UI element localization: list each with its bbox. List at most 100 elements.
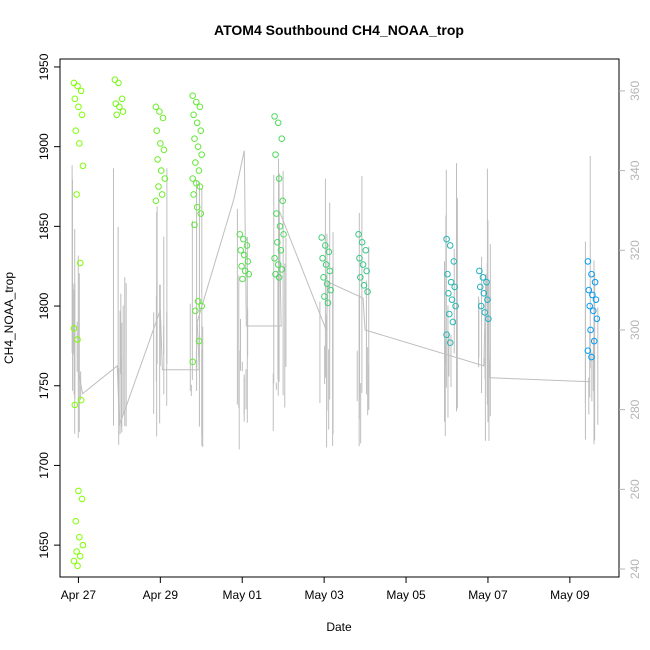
- data-point: [198, 151, 205, 158]
- data-point: [70, 557, 78, 565]
- data-point: [278, 266, 286, 273]
- data-point: [77, 87, 85, 95]
- data-point: [444, 270, 451, 278]
- data-point: [279, 197, 286, 205]
- right-y-tick-label: 280: [628, 399, 642, 419]
- data-point: [588, 270, 595, 278]
- x-tick-label: May 03: [304, 588, 344, 602]
- data-point: [119, 108, 127, 115]
- data-point: [240, 251, 248, 259]
- data-point: [481, 309, 489, 316]
- data-point: [158, 191, 166, 198]
- data-point: [363, 267, 370, 275]
- data-point: [476, 267, 483, 275]
- data-point: [359, 261, 367, 268]
- data-point: [196, 183, 204, 190]
- data-point: [593, 315, 601, 323]
- y-axis-label: CH4_NOAA_trop: [2, 272, 16, 364]
- data-point: [274, 261, 282, 268]
- data-point: [113, 111, 120, 119]
- data-point: [159, 114, 167, 122]
- secondary-line-layer: [71, 150, 599, 450]
- plot-frame: [59, 58, 620, 578]
- data-point: [355, 231, 362, 238]
- y-tick-label: 1650: [37, 531, 51, 558]
- data-point: [71, 95, 79, 103]
- data-point: [189, 92, 196, 99]
- data-point: [153, 127, 161, 135]
- data-point: [74, 562, 81, 570]
- data-point: [590, 337, 598, 345]
- secondary-series-line: [77, 150, 591, 426]
- data-point: [278, 135, 286, 142]
- data-point: [322, 261, 330, 268]
- data-point: [484, 296, 491, 303]
- data-point: [445, 310, 453, 318]
- data-point: [273, 238, 281, 246]
- data-point: [78, 495, 86, 503]
- data-point: [358, 238, 366, 246]
- right-y-tick-label: 320: [628, 240, 642, 260]
- data-point: [586, 302, 593, 310]
- data-point: [446, 242, 454, 249]
- data-point: [74, 82, 81, 90]
- data-point: [191, 221, 198, 229]
- data-point: [587, 326, 594, 334]
- data-point: [116, 103, 123, 111]
- data-point: [449, 318, 457, 326]
- data-point: [74, 336, 81, 343]
- y-tick-label: 1850: [37, 213, 51, 240]
- data-point: [157, 140, 164, 147]
- data-point: [75, 103, 82, 111]
- data-point: [443, 331, 450, 339]
- axes-layer: Apr 27 Apr 29 May 01 May 03 May 05 May 07 May …: [37, 53, 642, 602]
- data-point: [452, 302, 459, 310]
- data-point: [479, 274, 487, 281]
- data-point: [276, 223, 284, 230]
- data-point: [485, 315, 492, 323]
- data-point: [75, 487, 82, 495]
- data-point: [154, 156, 161, 163]
- data-point: [157, 167, 165, 174]
- data-point: [451, 283, 458, 291]
- data-point: [192, 307, 199, 315]
- scatter-points-layer: [70, 76, 601, 570]
- data-point: [244, 258, 252, 265]
- data-point: [155, 183, 162, 190]
- chart-title: ATOM4 Southbound CH4_NOAA_trop: [214, 22, 464, 38]
- data-point: [589, 307, 597, 315]
- data-point: [360, 282, 368, 289]
- right-y-tick-label: 240: [628, 559, 642, 579]
- y-tick-label: 1900: [37, 133, 51, 160]
- data-point: [112, 100, 120, 107]
- data-point: [448, 296, 456, 303]
- data-point: [321, 293, 328, 300]
- data-point: [243, 242, 251, 249]
- y-tick-label: 1800: [37, 292, 51, 319]
- data-point: [240, 235, 247, 243]
- data-point: [323, 280, 331, 288]
- x-axis-label: Date: [326, 620, 352, 634]
- data-point: [191, 135, 198, 142]
- data-point: [194, 143, 202, 150]
- data-point: [277, 246, 285, 254]
- data-point: [73, 548, 80, 555]
- x-tick-label: May 07: [468, 588, 508, 602]
- data-point: [72, 517, 80, 525]
- data-point: [152, 103, 160, 111]
- data-point: [160, 146, 168, 154]
- data-point: [443, 235, 450, 243]
- y-tick-label: 1950: [37, 53, 51, 80]
- data-point: [196, 103, 204, 111]
- data-point: [194, 297, 202, 305]
- data-point: [584, 347, 592, 354]
- data-point: [70, 79, 78, 87]
- data-point: [274, 119, 282, 127]
- data-point: [195, 337, 203, 345]
- right-y-tick-label: 340: [628, 160, 642, 180]
- data-point: [156, 108, 163, 115]
- data-point: [76, 140, 83, 147]
- data-point: [476, 283, 484, 291]
- data-point: [70, 325, 78, 332]
